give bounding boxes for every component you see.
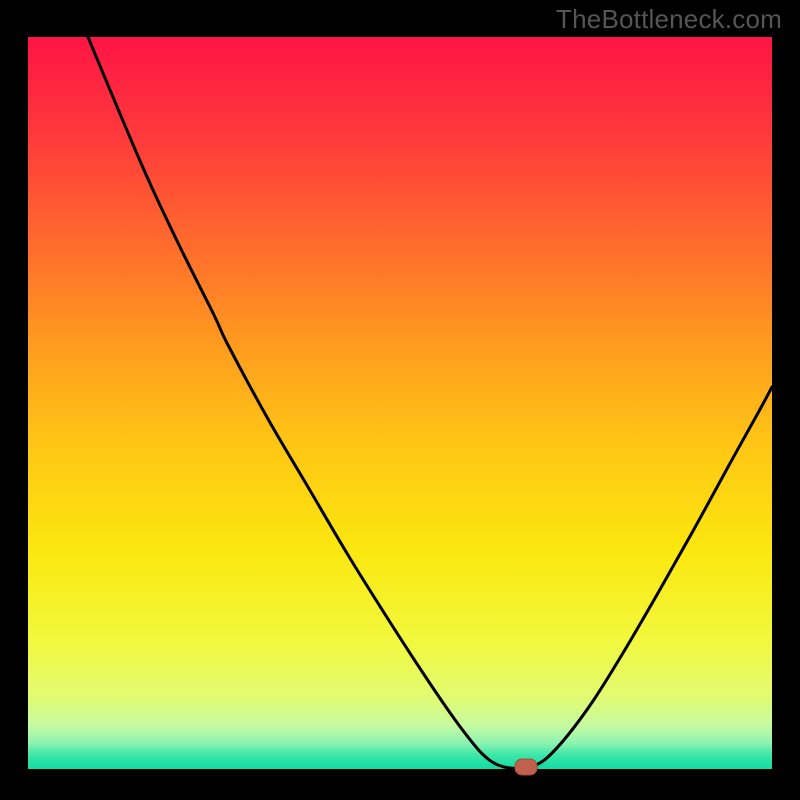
plot-background xyxy=(28,37,772,769)
chart-frame: TheBottleneck.com xyxy=(0,0,800,800)
optimum-marker xyxy=(515,759,537,775)
watermark-text: TheBottleneck.com xyxy=(556,4,782,35)
chart-svg xyxy=(0,0,800,800)
